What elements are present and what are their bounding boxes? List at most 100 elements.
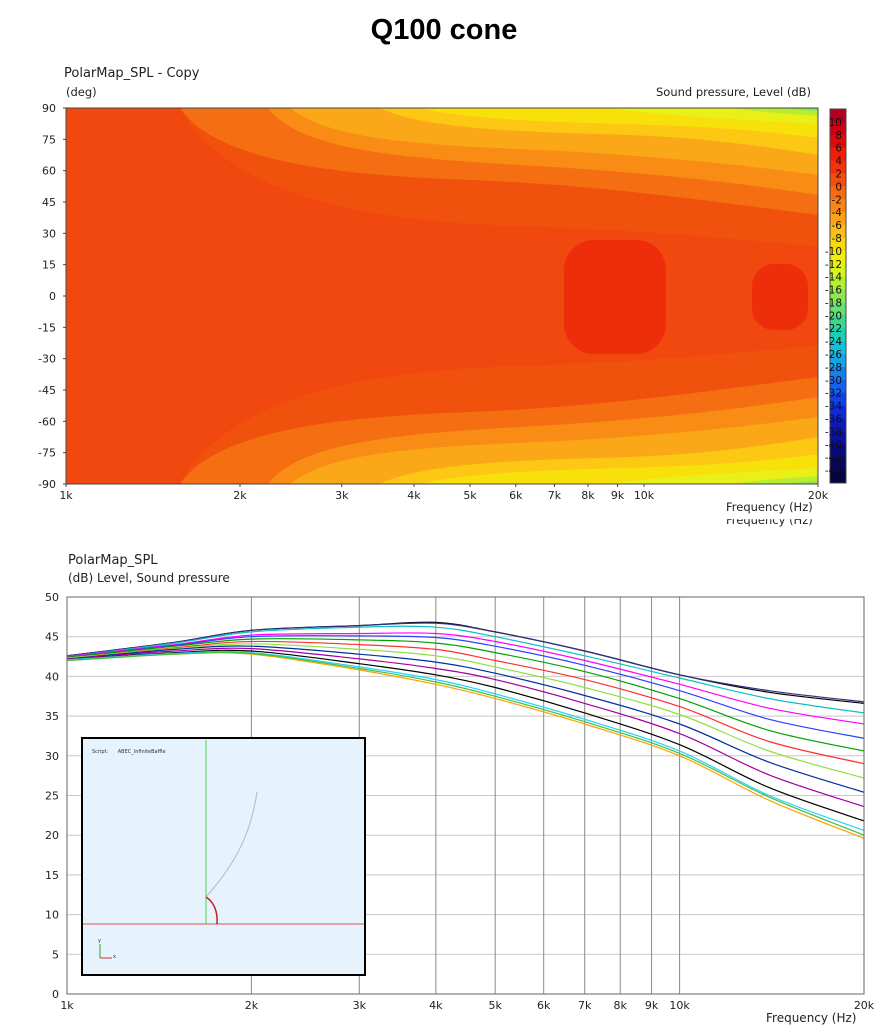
colorbar-tick-label: -28 [825, 362, 842, 374]
colorbar-tick-label: 6 [835, 143, 842, 155]
colorbar-tick-label: -24 [825, 336, 842, 348]
colorbar-swatch [830, 341, 846, 355]
line-chart-x-tick-label: 6k [537, 999, 551, 1012]
line-chart-y-tick-label: 10 [45, 909, 59, 922]
colorbar-swatch [830, 302, 846, 316]
heatmap-x-tick-label: 1k [59, 489, 73, 502]
colorbar-swatch [830, 444, 846, 458]
line-series-11 [67, 649, 864, 822]
colorbar-tick-label: -34 [825, 401, 842, 413]
heatmap-x-tick-label: 10k [634, 489, 655, 502]
line-chart-y-tick-label: 40 [45, 670, 59, 683]
heatmap-y-label: (deg) [66, 85, 97, 99]
heatmap-x-tick-label: 7k [548, 489, 562, 502]
heatmap-plot-area [66, 108, 818, 484]
inset-cone-profile [205, 791, 258, 898]
colorbar-tick-label: -36 [825, 414, 842, 426]
colorbar-swatch [830, 212, 846, 226]
colorbar-swatch [830, 263, 846, 278]
line-series-2 [67, 622, 864, 703]
line-chart-x-tick-label: 4k [429, 999, 443, 1012]
colorbar-tick-label: -44 [825, 465, 842, 477]
colorbar-swatch [830, 328, 846, 342]
heatmap-y-tick-label: 75 [42, 133, 56, 146]
heatmap-y-tick-label: 15 [42, 259, 56, 272]
line-chart-y-tick-label: 45 [45, 631, 59, 644]
colorbar-frame [829, 108, 847, 484]
colorbar-tick-label: 0 [835, 181, 842, 193]
heatmap-x-tick-label: 3k [335, 489, 349, 502]
line-series-12 [67, 650, 864, 831]
heatmap-x-label-ghost: Frequency (Hz) [726, 513, 813, 527]
colorbar-swatch [830, 379, 846, 394]
heatmap-x-ticks: 1k 2k 3k 4k 5k 6k 7k 8k 9k 10k 20k [59, 484, 829, 502]
colorbar-tick-label: -6 [832, 220, 843, 232]
colorbar-swatch [830, 289, 846, 303]
line-chart-y-tick-label: 30 [45, 750, 59, 763]
colorbar-tick-label: -12 [825, 259, 842, 271]
colorbar-tick-label: -2 [832, 194, 842, 206]
heatmap-y-tick-label: 30 [42, 227, 56, 240]
colorbar-swatch [830, 315, 846, 329]
colorbar-swatch [830, 237, 846, 252]
inset-script-name: ABEC_InfiniteBaffle [117, 749, 166, 755]
colorbar-tick-label: -18 [825, 297, 842, 309]
line-chart-y-ticks: 0 5 10 15 20 25 30 35 40 45 50 [45, 591, 59, 1001]
colorbar-swatch [830, 457, 846, 471]
inset-axis-y-text: y [98, 938, 101, 944]
line-chart-y-tick-label: 50 [45, 591, 59, 604]
colorbar-tick-label: -4 [832, 207, 843, 219]
colorbar-swatch [830, 405, 846, 420]
line-chart-series-group [67, 621, 864, 839]
heatmap-x-tick-label: 9k [611, 489, 625, 502]
colorbar-swatch [830, 250, 846, 265]
colorbar-swatch [830, 392, 846, 407]
heatmap-y-tick-label: 0 [49, 290, 56, 303]
colorbar-swatch [830, 173, 846, 187]
heatmap-x-tick-label: 20k [808, 489, 829, 502]
line-chart-x-ticks: 1k 2k 3k 4k 5k 6k 7k 8k 9k 10k 20k [60, 999, 874, 1012]
line-chart-x-tick-label: 1k [60, 999, 74, 1012]
line-series-9 [67, 645, 864, 793]
colorbar-tick-label: -30 [825, 375, 842, 387]
line-chart-y-label: (dB) Level, Sound pressure [68, 571, 230, 585]
heatmap-y-tick-label: -90 [38, 478, 56, 491]
line-series-14 [67, 651, 864, 836]
colorbar-tick-label: -14 [825, 272, 842, 284]
line-chart-x-tick-label: 9k [645, 999, 659, 1012]
heatmap-hotspot-16k [752, 264, 808, 330]
heatmap-y-tick-label: -60 [38, 415, 56, 428]
colorbar-tick-label: -32 [825, 388, 842, 400]
heatmap-y-tick-label: 60 [42, 165, 56, 178]
colorbar-swatch [830, 147, 846, 162]
colorbar-swatch [830, 121, 846, 136]
colorbar-tick-label: -10 [825, 246, 842, 258]
inset-dome-profile [205, 896, 218, 925]
heatmap-x-tick-label: 6k [509, 489, 523, 502]
colorbar-tick-label: -22 [825, 323, 842, 335]
colorbar-tick-label: -20 [825, 310, 842, 322]
line-chart-title: PolarMap_SPL [68, 553, 158, 568]
colorbar-tick-label: -8 [832, 233, 842, 245]
geometry-inset [81, 737, 366, 976]
colorbar-swatch [830, 366, 846, 381]
line-series-5 [67, 635, 864, 739]
colorbar-swatch [830, 109, 846, 123]
colorbar-tick-label: -42 [825, 452, 842, 464]
line-series-8 [67, 643, 864, 779]
line-chart-x-tick-label: 7k [578, 999, 592, 1012]
colorbar-tick-label: -40 [825, 439, 842, 451]
line-chart-x-tick-label: 2k [245, 999, 259, 1012]
heatmap-y-tick-label: -75 [38, 447, 56, 460]
heatmap-x-tick-label: 5k [463, 489, 477, 502]
colorbar-swatch [830, 431, 846, 445]
line-chart-x-tick-label: 8k [614, 999, 628, 1012]
line-chart-y-tick-label: 0 [52, 988, 59, 1001]
line-series-10 [67, 647, 864, 808]
colorbar-tick-label: -38 [825, 426, 842, 438]
line-chart-y-tick-label: 25 [45, 790, 59, 803]
heatmap-y-tick-label: -45 [38, 384, 56, 397]
line-chart-x-tick-label: 5k [488, 999, 502, 1012]
heatmap-colorbar: 1086420-2-4-6-8-10-12-14-16-18-20-22-24-… [825, 108, 847, 484]
colorbar-swatch [830, 199, 846, 213]
